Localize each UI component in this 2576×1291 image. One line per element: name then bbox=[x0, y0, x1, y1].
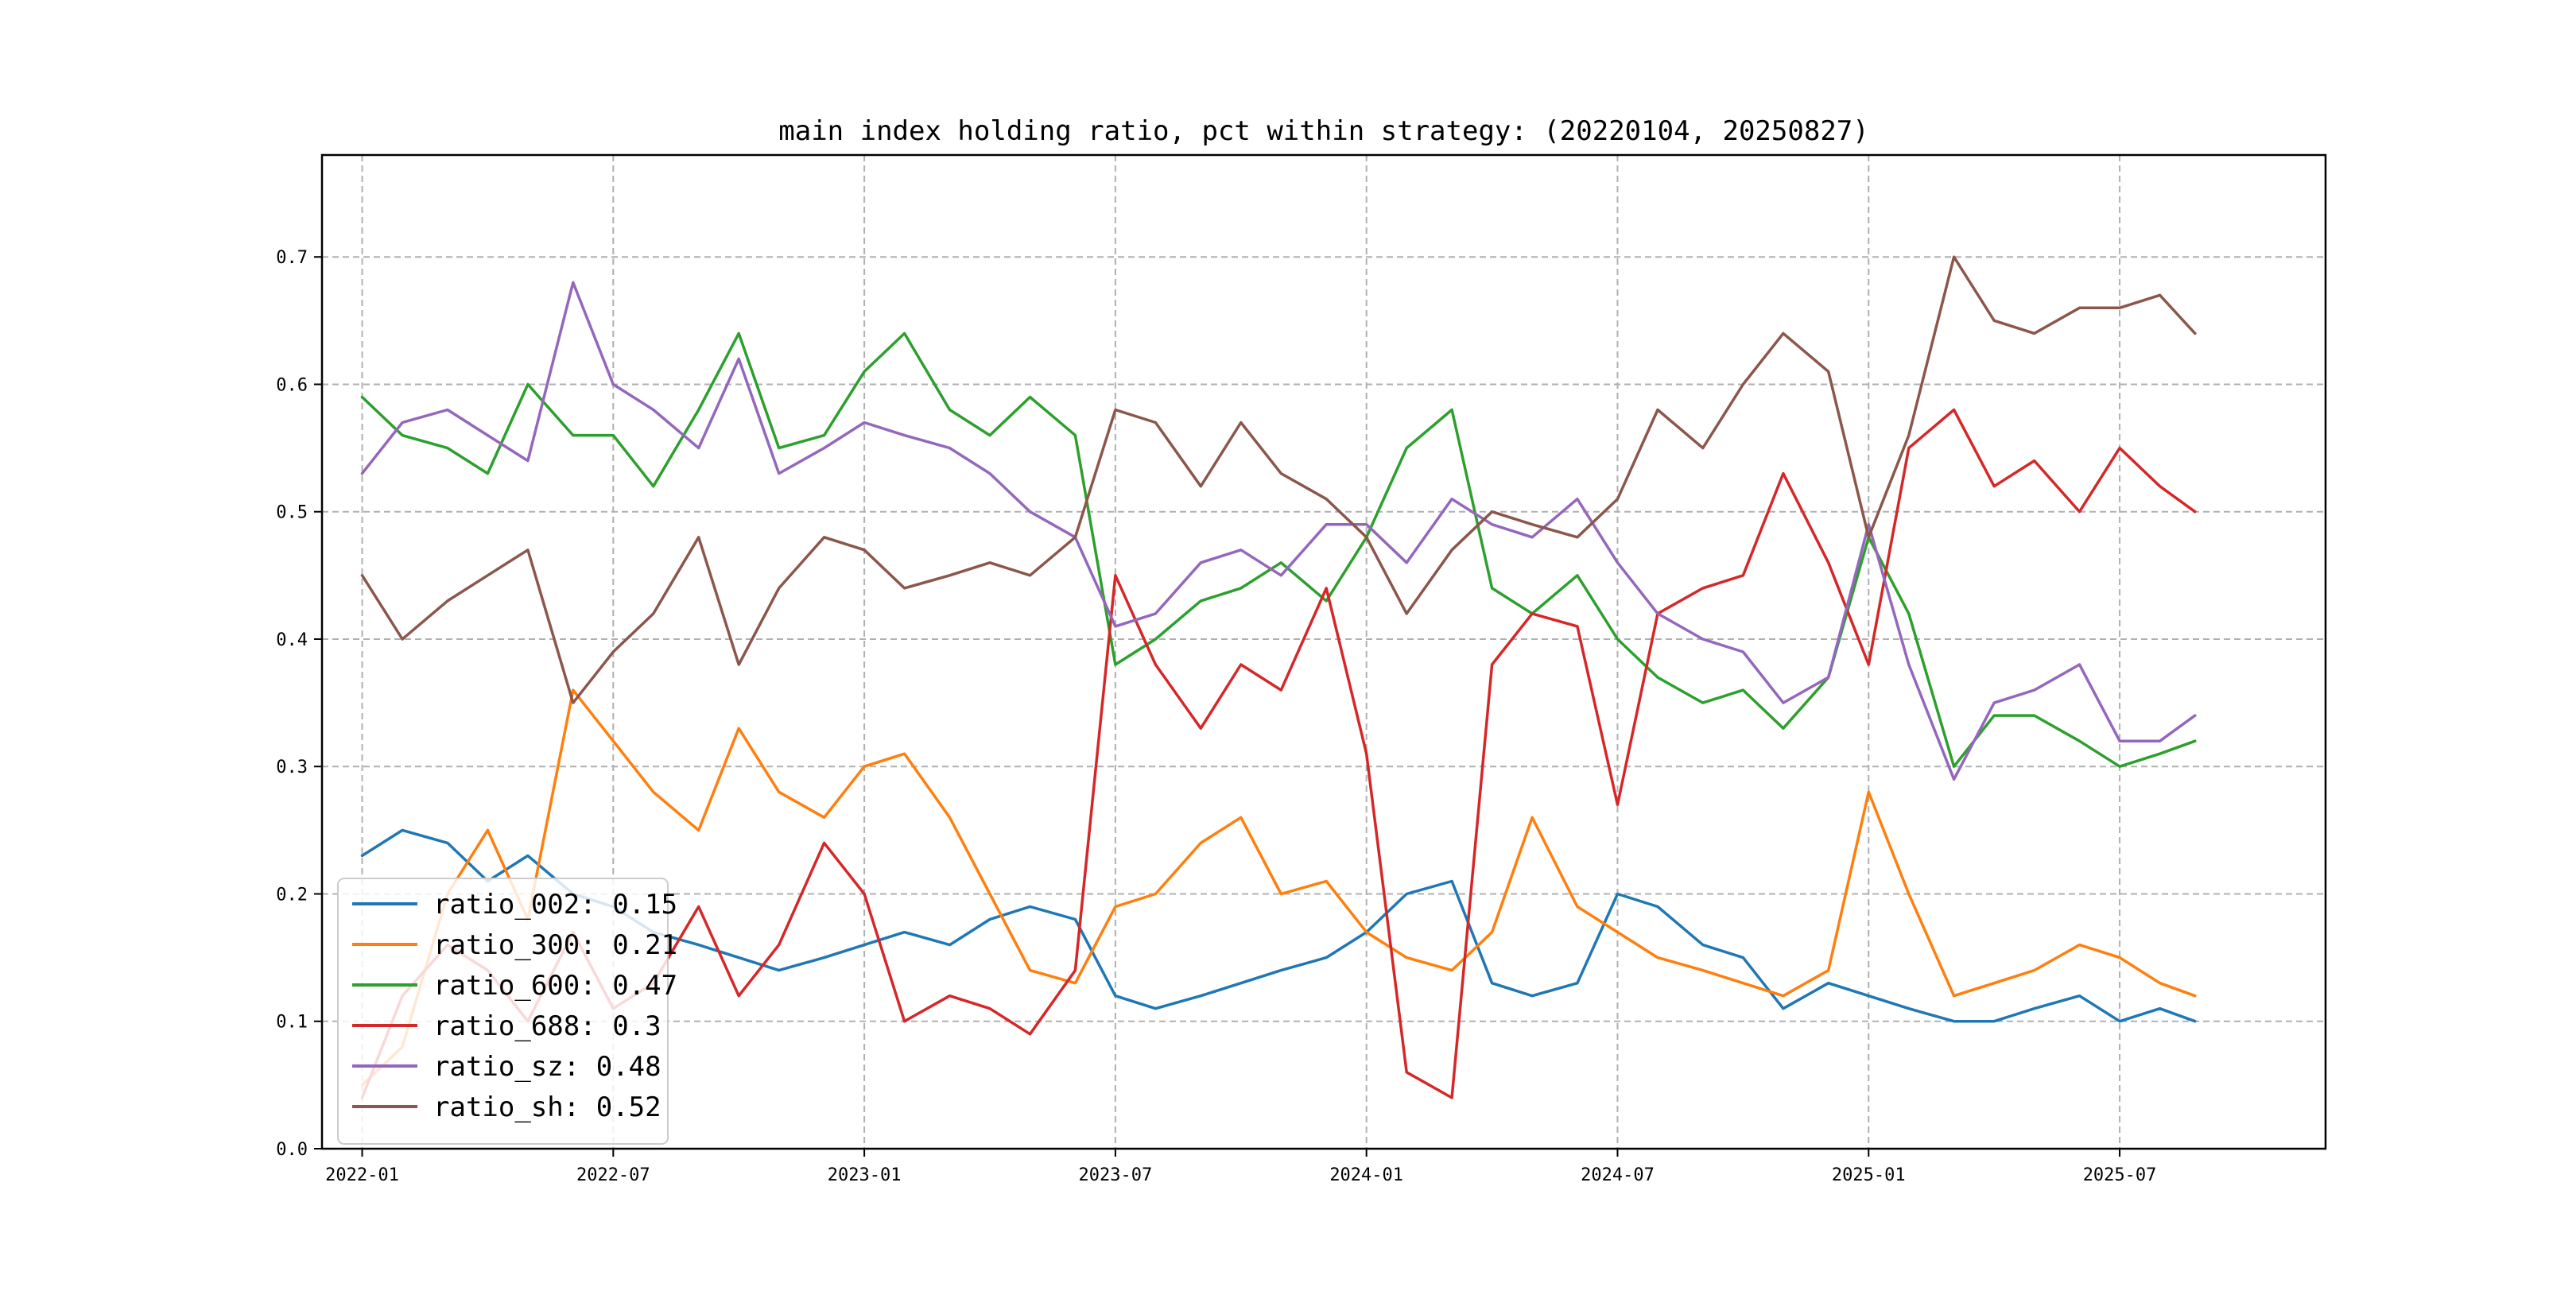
legend-series-name: ratio_sh bbox=[433, 1091, 564, 1123]
series-line-ratio-sh bbox=[360, 255, 2197, 704]
legend: ratio_002: 0.15 ratio_300: 0.21 ratio_600:… bbox=[337, 878, 677, 1145]
x-tick-label: 2024-07 bbox=[1581, 1165, 1655, 1185]
series-line-ratio-300 bbox=[360, 688, 2197, 1087]
y-tick-label: 0.1 bbox=[276, 1013, 308, 1033]
chart-title: main index holding ratio, pct within str… bbox=[778, 115, 1868, 147]
x-tick-label: 2024-01 bbox=[1329, 1165, 1403, 1185]
legend-label: ratio_688: 0.3 bbox=[433, 1010, 661, 1042]
legend-series-name: ratio_688 bbox=[433, 1010, 580, 1042]
y-tick-label: 0.2 bbox=[276, 885, 308, 905]
y-tick-label: 0.5 bbox=[276, 503, 308, 523]
legend-label: ratio_300: 0.21 bbox=[433, 929, 677, 961]
legend-label: ratio_002: 0.15 bbox=[433, 889, 677, 921]
legend-series-value: 0.3 bbox=[612, 1010, 661, 1042]
plot-frame bbox=[320, 153, 2327, 1150]
legend-series-name: ratio_sz bbox=[433, 1051, 564, 1083]
x-tick-label: 2022-07 bbox=[576, 1165, 650, 1185]
x-tick-label: 2023-07 bbox=[1079, 1165, 1153, 1185]
legend-label: ratio_600: 0.47 bbox=[433, 970, 677, 1002]
y-tick-label: 0.7 bbox=[276, 248, 308, 268]
series-line-ratio-600 bbox=[360, 331, 2197, 768]
legend-label: ratio_sh: 0.52 bbox=[433, 1091, 661, 1123]
y-axis: 0.0 0.1 0.2 0.3 0.4 0.5 0.6 0.7 bbox=[276, 248, 322, 1160]
legend-series-value: 0.15 bbox=[612, 889, 677, 921]
y-tick-label: 0.6 bbox=[276, 375, 308, 395]
y-tick-label: 0.3 bbox=[276, 758, 308, 777]
legend-series-name: ratio_600 bbox=[433, 970, 580, 1002]
x-tick-label: 2022-01 bbox=[325, 1165, 399, 1185]
legend-label: ratio_sz: 0.48 bbox=[433, 1051, 661, 1083]
x-tick-label: 2023-01 bbox=[828, 1165, 902, 1185]
legend-series-name: ratio_300 bbox=[433, 929, 580, 961]
x-tick-label: 2025-07 bbox=[2083, 1165, 2157, 1185]
legend-series-value: 0.48 bbox=[596, 1051, 661, 1083]
y-tick-label: 0.4 bbox=[276, 630, 308, 650]
legend-box bbox=[337, 878, 669, 1145]
legend-series-name: ratio_002 bbox=[433, 889, 580, 921]
y-tick-label: 0.0 bbox=[276, 1140, 308, 1160]
legend-series-value: 0.21 bbox=[612, 929, 677, 961]
legend-series-value: 0.52 bbox=[596, 1091, 661, 1123]
x-tick-label: 2025-01 bbox=[1832, 1165, 1906, 1185]
x-axis: 2022-01 2022-07 2023-01 2023-07 2024-01 2024-… bbox=[325, 1149, 2156, 1185]
legend-series-value: 0.47 bbox=[612, 970, 677, 1002]
series-line-ratio-sz bbox=[360, 281, 2197, 781]
